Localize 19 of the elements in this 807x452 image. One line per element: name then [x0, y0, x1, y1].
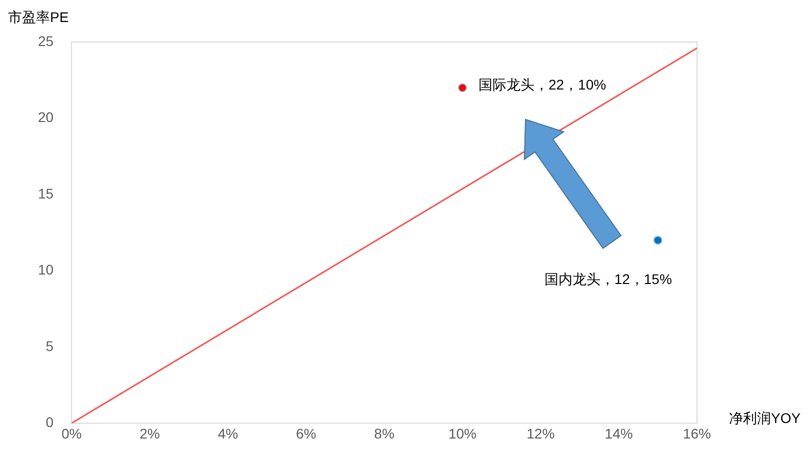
y-tick-label: 15 — [38, 185, 54, 202]
x-tick-label: 16% — [682, 425, 712, 442]
x-tick-label: 10% — [448, 425, 476, 442]
annotation: 国际龙头，22，10% — [478, 76, 606, 93]
y-tick-label: 20 — [38, 109, 54, 126]
x-tick-label: 2% — [140, 425, 160, 442]
x-axis-title: 净利润YOY — [729, 410, 802, 426]
x-tick-label: 12% — [526, 425, 555, 442]
x-tick-label: 4% — [218, 425, 238, 442]
y-tick-label: 0 — [46, 414, 54, 430]
y-tick-label: 5 — [46, 338, 54, 354]
annotation: 国内龙头，12，15% — [544, 271, 672, 288]
x-tick-label: 0% — [61, 425, 82, 442]
x-tick-label: 14% — [604, 425, 633, 442]
y-tick-label: 10 — [38, 262, 54, 278]
y-axis-title: 市盈率PE — [8, 8, 69, 25]
y-tick-label: 25 — [38, 32, 54, 49]
x-tick-label: 6% — [296, 425, 316, 442]
x-tick-label: 8% — [374, 425, 394, 442]
